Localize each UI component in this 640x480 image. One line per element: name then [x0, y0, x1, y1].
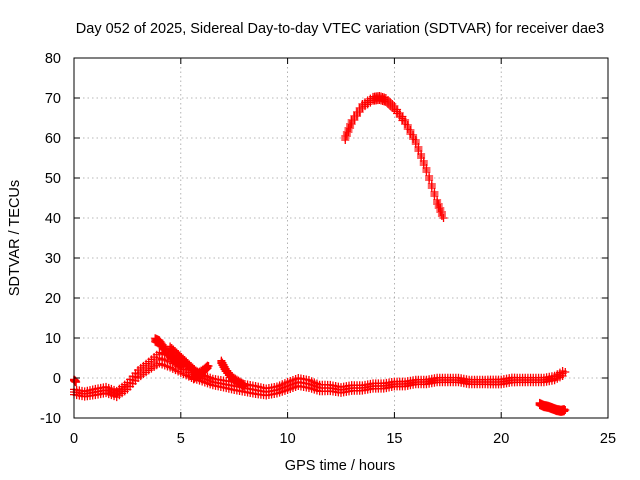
- y-tick-label: 10: [45, 331, 61, 347]
- chart-title: Day 052 of 2025, Sidereal Day-to-day VTE…: [76, 21, 604, 37]
- data-point: [72, 378, 81, 386]
- series-early-0h: [70, 375, 81, 387]
- data-point: [433, 196, 442, 205]
- data-point: [419, 157, 428, 166]
- y-tick-label: 20: [45, 291, 61, 307]
- x-tick-labels: 0 5 10 15 20 25: [70, 431, 616, 447]
- plot-frame: [73, 57, 609, 419]
- x-tick-label: 25: [600, 431, 616, 447]
- y-tick-label: -10: [40, 411, 61, 427]
- series-tail-22h: [535, 398, 570, 416]
- x-tick-label: 5: [177, 431, 185, 447]
- data-point: [204, 362, 213, 370]
- tick-marks: [73, 57, 609, 419]
- data-point: [425, 172, 434, 181]
- data-point: [388, 100, 397, 109]
- data-point: [403, 121, 412, 130]
- y-tick-label: 30: [45, 251, 61, 267]
- data-point: [414, 143, 423, 152]
- series-spike-6h: [189, 361, 213, 384]
- data-point: [406, 126, 415, 135]
- data-point: [422, 164, 431, 173]
- data-point: [436, 204, 445, 213]
- series-spike-7h: [217, 356, 249, 391]
- x-tick-label: 20: [493, 431, 509, 447]
- y-tick-label: 50: [45, 171, 61, 187]
- data-point: [437, 208, 446, 217]
- x-axis-label: GPS time / hours: [285, 458, 395, 474]
- gridlines: [74, 58, 608, 418]
- data-point: [561, 406, 570, 414]
- series-arc-high: [341, 92, 448, 222]
- y-tick-labels: -10 0 10 20 30 40 50 60 70 80: [40, 51, 61, 427]
- series-main-band: [70, 348, 570, 402]
- data-point: [430, 188, 439, 197]
- y-tick-label: 60: [45, 131, 61, 147]
- data-point: [240, 382, 249, 390]
- data-point: [434, 200, 443, 209]
- data-point: [427, 180, 436, 189]
- y-axis-label: SDTVAR / TECUs: [7, 180, 23, 296]
- x-tick-label: 10: [280, 431, 296, 447]
- data-point: [401, 116, 410, 125]
- y-tick-label: 0: [53, 371, 61, 387]
- data-point: [417, 150, 426, 159]
- data-point: [560, 405, 569, 414]
- y-tick-label: 80: [45, 51, 61, 67]
- data-point: [439, 214, 448, 222]
- data-point: [411, 136, 420, 145]
- x-tick-label: 15: [386, 431, 402, 447]
- y-tick-label: 70: [45, 91, 61, 107]
- data-points: [70, 92, 570, 416]
- data-point: [409, 131, 418, 140]
- x-tick-label: 0: [70, 431, 78, 447]
- y-tick-label: 40: [45, 211, 61, 227]
- data-point: [561, 368, 570, 376]
